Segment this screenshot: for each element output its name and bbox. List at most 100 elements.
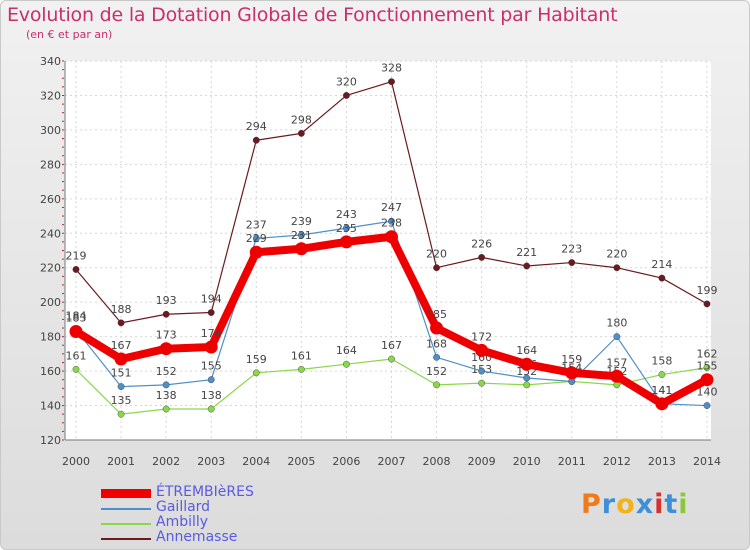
legend-swatch [101, 489, 151, 498]
data-label: 231 [291, 229, 312, 242]
data-point [523, 374, 531, 382]
data-label: 238 [381, 217, 402, 230]
x-tick-label: 2009 [468, 455, 496, 468]
data-label: 220 [606, 248, 627, 261]
data-label: 157 [606, 356, 627, 369]
data-label: 199 [696, 284, 717, 297]
data-label: 223 [561, 243, 582, 256]
data-point [297, 365, 305, 373]
data-label: 162 [696, 348, 717, 361]
data-point [114, 352, 128, 366]
x-tick-label: 2011 [558, 455, 586, 468]
data-point [433, 381, 440, 389]
data-label: 184 [66, 310, 87, 323]
data-label: 180 [606, 317, 627, 330]
y-tick-label: 320 [40, 89, 61, 102]
data-label: 298 [291, 113, 312, 126]
data-label: 168 [426, 337, 447, 350]
brand-letter: P [581, 489, 602, 520]
y-tick-label: 300 [40, 124, 61, 137]
data-point [297, 129, 305, 137]
data-point [207, 405, 215, 413]
y-tick-label: 180 [40, 331, 61, 344]
chart-title: Evolution de la Dotation Globale de Fonc… [7, 4, 618, 26]
data-label: 161 [291, 349, 312, 362]
y-tick-label: 260 [40, 193, 61, 206]
brand-letter: t [664, 489, 679, 520]
legend-item: Gaillard [101, 499, 321, 516]
data-label: 173 [156, 329, 177, 342]
data-point [297, 231, 305, 239]
data-label: 247 [381, 201, 402, 214]
legend-label: ÉTREMBIèRES [156, 484, 254, 500]
data-point [162, 310, 170, 318]
data-point [162, 381, 170, 389]
data-point [478, 253, 486, 261]
data-label: 161 [66, 349, 87, 362]
brand-letter: r [601, 489, 617, 520]
data-point [117, 410, 125, 418]
data-point [343, 360, 350, 368]
data-label: 328 [381, 62, 402, 75]
x-tick-label: 2013 [648, 455, 676, 468]
data-label: 174 [201, 327, 222, 340]
data-label: 140 [696, 386, 717, 399]
y-tick-label: 280 [40, 158, 61, 171]
y-tick-label: 240 [40, 227, 61, 240]
data-label: 158 [651, 355, 672, 368]
data-label: 167 [381, 339, 402, 352]
data-point [523, 381, 531, 389]
data-label: 219 [66, 249, 87, 262]
data-label: 152 [426, 365, 447, 378]
data-label: 235 [336, 222, 357, 235]
data-point [339, 235, 353, 249]
x-tick-label: 2001 [107, 455, 135, 468]
data-label: 164 [336, 344, 357, 357]
data-point [613, 264, 621, 272]
data-point [207, 309, 215, 316]
data-label: 138 [156, 389, 177, 402]
data-label: 220 [426, 248, 447, 261]
data-label: 193 [156, 294, 177, 307]
x-tick-label: 2003 [197, 455, 225, 468]
x-tick-label: 2002 [152, 455, 180, 468]
data-label: 320 [336, 75, 357, 88]
legend-item: Annemasse [101, 529, 321, 546]
y-tick-label: 220 [40, 262, 61, 275]
data-label: 155 [696, 360, 717, 373]
data-point [343, 92, 350, 99]
legend-label: Gaillard [156, 499, 211, 515]
data-label: 152 [156, 365, 177, 378]
legend-label: Annemasse [156, 529, 238, 545]
legend-swatch [101, 508, 151, 510]
data-point [388, 217, 395, 225]
y-tick-label: 340 [40, 55, 61, 68]
data-label: 159 [246, 353, 267, 366]
data-point [430, 321, 444, 335]
data-point [388, 355, 395, 363]
data-label: 239 [291, 215, 312, 228]
data-point [658, 371, 666, 378]
x-tick-label: 2004 [242, 455, 270, 468]
data-point [72, 266, 80, 273]
brand-letter: i [678, 489, 689, 520]
data-point [207, 376, 215, 384]
data-point [294, 242, 308, 256]
data-point [478, 379, 486, 387]
data-point [72, 365, 80, 373]
data-label: 141 [651, 384, 672, 397]
brand-letter: x [635, 489, 655, 520]
data-point [117, 383, 125, 390]
chart-subtitle: (en € et par an) [26, 28, 113, 41]
data-point [388, 78, 395, 86]
x-tick-label: 2007 [377, 455, 405, 468]
data-label: 155 [201, 360, 222, 373]
data-point [433, 264, 440, 272]
data-label: 167 [111, 339, 132, 352]
data-point [568, 259, 576, 266]
data-point [658, 274, 666, 282]
data-point [384, 230, 398, 244]
data-label: 183 [66, 311, 87, 324]
